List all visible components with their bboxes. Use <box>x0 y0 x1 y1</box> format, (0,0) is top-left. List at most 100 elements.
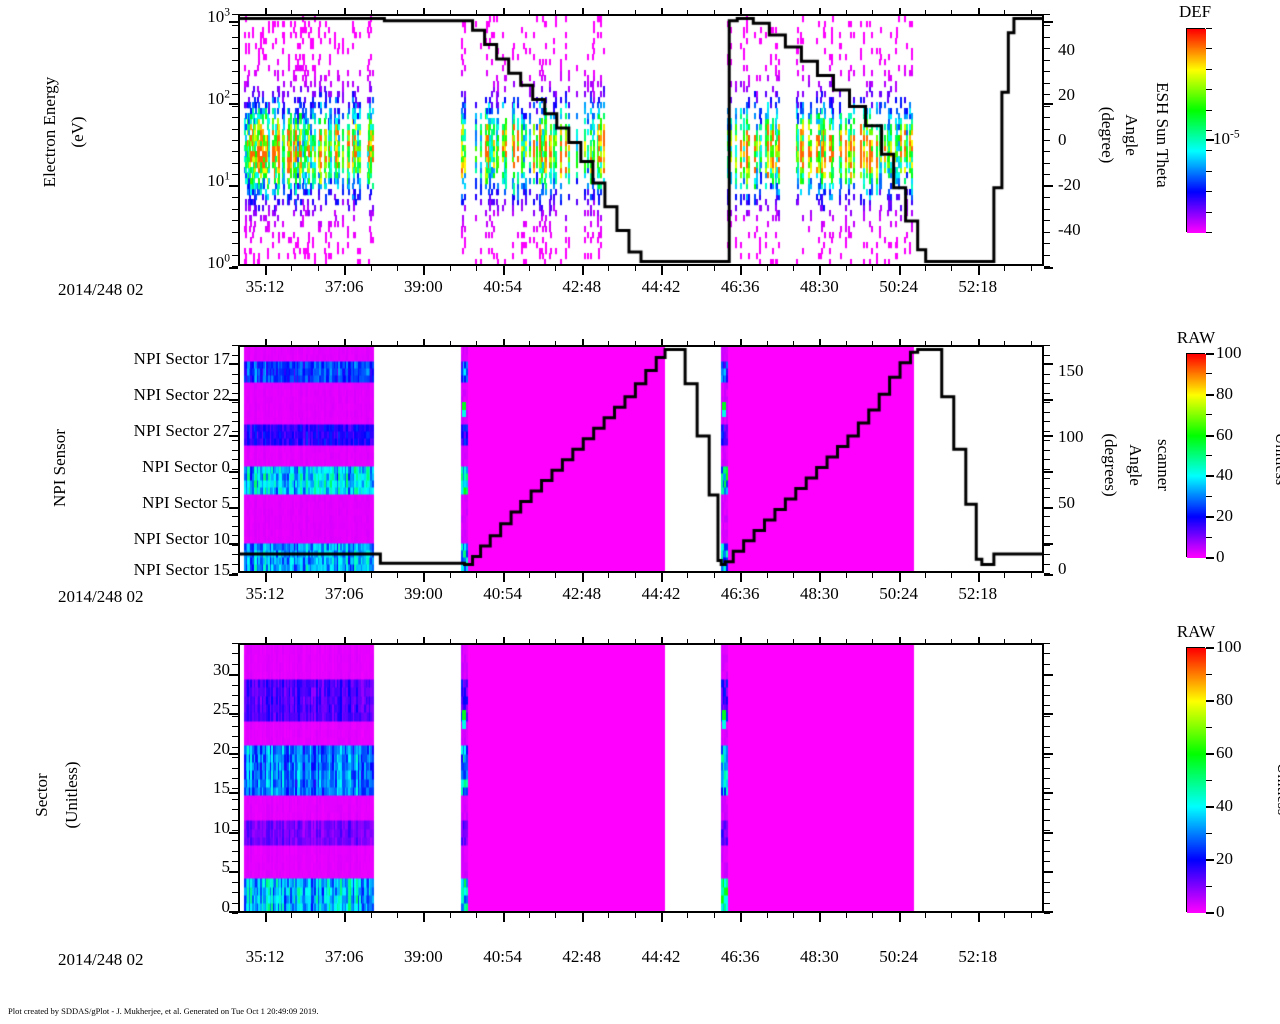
axis-tick <box>1044 364 1050 365</box>
axis-tick <box>344 266 346 275</box>
panel1-rtick-m40: -40 <box>1058 220 1081 239</box>
axis-tick <box>232 106 238 107</box>
axis-tick <box>1206 859 1212 860</box>
xtick-label: 42:48 <box>562 584 602 603</box>
axis-tick <box>1044 526 1050 527</box>
axis-tick <box>232 345 238 346</box>
axis-tick <box>397 913 398 918</box>
axis-tick <box>1044 60 1050 61</box>
axis-tick <box>951 913 952 918</box>
axis-tick <box>232 266 238 267</box>
axis-tick <box>1044 71 1050 72</box>
axis-tick <box>846 573 847 578</box>
axis-tick <box>476 573 477 578</box>
axis-tick <box>450 341 451 345</box>
axis-tick <box>229 832 238 834</box>
axis-tick <box>232 736 238 737</box>
axis-tick <box>232 478 238 479</box>
panel1-ylabel-line1: Electron Energy <box>40 76 59 188</box>
axis-tick <box>476 266 477 271</box>
axis-tick <box>232 545 238 546</box>
panel2-ylabel-line1: NPI Sensor <box>50 429 69 507</box>
axis-tick <box>1044 450 1050 451</box>
panel2-ytick-s27: NPI Sector 27 <box>133 421 230 440</box>
panel3-ylabel-line2: (Unitless) <box>62 761 81 829</box>
axis-tick <box>714 913 715 918</box>
axis-tick <box>608 341 609 345</box>
axis-tick <box>1004 573 1005 578</box>
axis-tick <box>1206 353 1214 355</box>
axis-tick <box>1044 421 1050 422</box>
axis-tick <box>872 639 873 643</box>
axis-tick <box>1044 478 1050 479</box>
axis-tick <box>232 861 238 862</box>
axis-tick <box>740 266 742 275</box>
axis-tick <box>1044 488 1050 489</box>
axis-tick <box>1206 171 1212 172</box>
panel1-colorbar-title: DEF <box>1178 2 1212 21</box>
panel2-ytick-s10: NPI Sector 10 <box>133 529 230 548</box>
panel3-ylabel-line1: Sector <box>32 773 51 817</box>
axis-tick <box>371 341 372 345</box>
axis-tick <box>232 507 238 508</box>
axis-tick <box>1044 554 1050 555</box>
xtick-label: 46:36 <box>720 584 760 603</box>
axis-tick <box>232 726 238 727</box>
axis-tick <box>582 637 584 643</box>
axis-tick <box>265 266 267 275</box>
axis-tick <box>232 643 238 644</box>
axis-tick <box>232 25 238 26</box>
axis-tick <box>1206 48 1212 49</box>
axis-tick <box>423 339 425 345</box>
axis-tick <box>1044 435 1053 437</box>
axis-tick <box>1031 266 1032 271</box>
xtick-label: 52:18 <box>958 947 998 966</box>
axis-tick <box>232 757 238 758</box>
axis-tick <box>872 573 873 578</box>
axis-tick <box>318 639 319 643</box>
axis-tick <box>450 10 451 14</box>
axis-tick <box>951 10 952 14</box>
axis-tick <box>767 913 768 918</box>
axis-tick <box>232 412 238 413</box>
axis-tick <box>1044 266 1050 267</box>
colorbar-tick-label: 60 <box>1216 743 1233 762</box>
axis-tick <box>1206 414 1212 415</box>
panel3-ytick-25: 25 <box>213 699 230 718</box>
axis-tick <box>899 8 901 14</box>
axis-tick <box>1044 799 1050 800</box>
xtick-label: 46:36 <box>720 947 760 966</box>
axis-tick <box>229 435 238 437</box>
colorbar-tick-label: 40 <box>1216 465 1233 485</box>
axis-tick <box>265 573 267 582</box>
axis-tick <box>1044 374 1050 375</box>
axis-tick <box>555 639 556 643</box>
axis-tick <box>661 637 663 643</box>
axis-tick <box>232 174 238 175</box>
axis-tick <box>232 903 238 904</box>
axis-tick <box>1044 882 1050 883</box>
axis-tick <box>232 383 238 384</box>
axis-tick <box>714 341 715 345</box>
panel3-colorbar-gradient <box>1187 648 1206 913</box>
axis-tick <box>423 637 425 643</box>
axis-tick <box>1044 459 1050 460</box>
axis-tick <box>232 37 238 38</box>
axis-tick <box>232 243 238 244</box>
axis-tick <box>232 830 238 831</box>
axis-tick <box>232 674 238 675</box>
axis-tick <box>291 266 292 271</box>
xtick-label: 52:18 <box>958 277 998 296</box>
axis-tick <box>687 266 688 271</box>
axis-tick <box>1044 469 1050 470</box>
axis-tick <box>1044 820 1050 821</box>
axis-tick <box>608 639 609 643</box>
axis-tick <box>872 913 873 918</box>
axis-tick <box>635 266 636 271</box>
axis-tick <box>978 913 980 922</box>
axis-tick <box>232 151 238 152</box>
axis-tick <box>1044 653 1050 654</box>
axis-tick <box>687 639 688 643</box>
axis-tick <box>476 341 477 345</box>
panel1-colorbar-tick-1e-5: 10-5 <box>1213 127 1240 148</box>
